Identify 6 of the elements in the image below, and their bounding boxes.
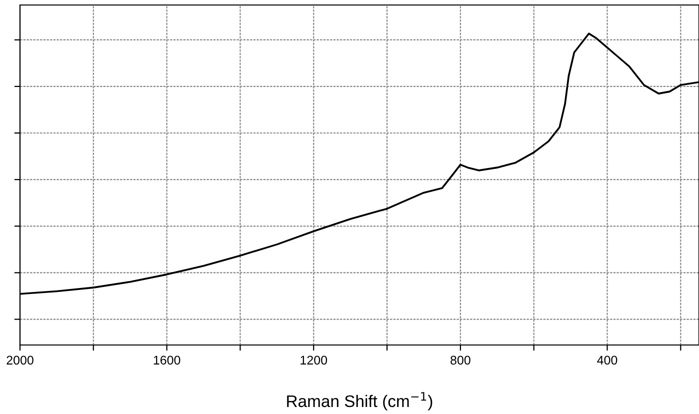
x-tick-label: 1600 [154,356,180,365]
x-axis-title: Raman Shift (cm$^{−1}$) [287,392,432,410]
x-tick-label: 800 [450,356,470,365]
x-tick-label: 2000 [6,356,34,365]
x-tick-label: 1200 [300,356,328,365]
x-tick-label: 400 [597,356,618,365]
